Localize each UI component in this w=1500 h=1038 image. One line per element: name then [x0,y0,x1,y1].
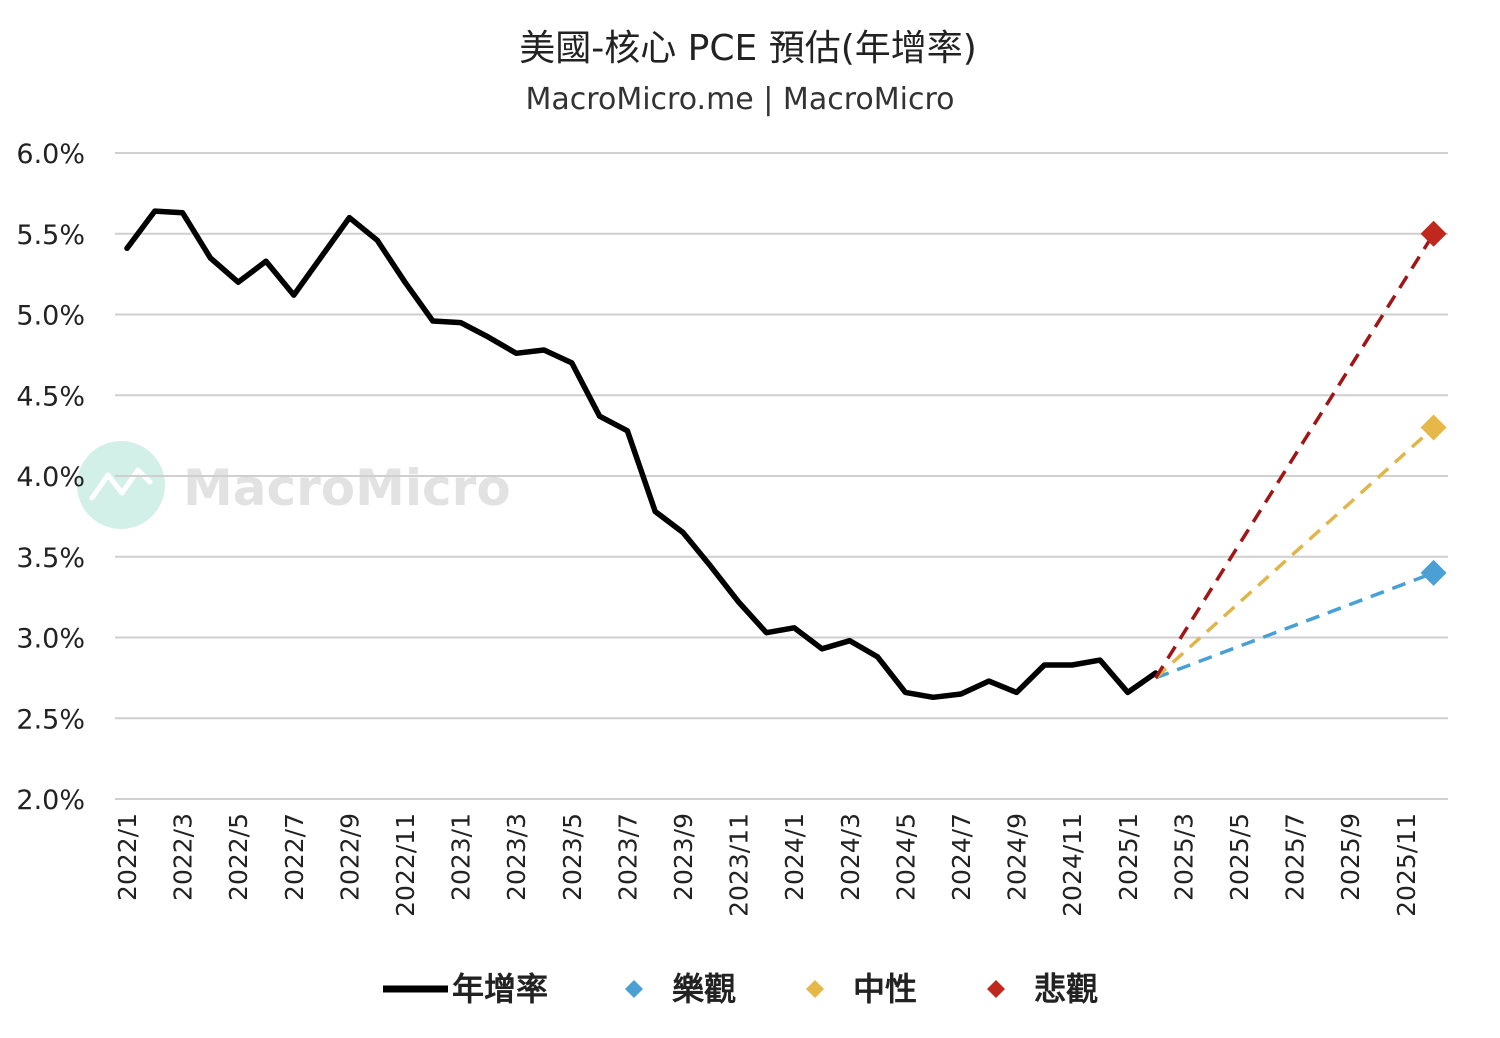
marker-悲觀 [1420,220,1447,247]
series-line-樂觀 [1154,571,1435,680]
x-tick-label: 2025/9 [1336,813,1365,901]
y-axis-ticks: 6.0% 5.5% 5.0% 4.5% 4.0% 3.5% 3.0% 2.5% 2.0% [16,139,85,816]
x-tick-label: 2023/11 [725,813,754,917]
watermark-logo-icon [77,441,165,529]
x-tick-label: 2025/5 [1225,813,1254,901]
watermark-logo-mark [89,467,153,501]
x-tick-label: 2024/5 [891,813,920,901]
y-tick-label: 2.5% [16,704,85,735]
x-tick-label: 2024/1 [780,813,809,901]
series-markers [1420,220,1447,586]
marker-樂觀 [1420,559,1447,586]
watermark: MacroMicro [77,441,511,529]
legend-swatch-樂觀 [625,980,643,998]
x-tick-label: 2023/1 [447,813,476,901]
grid-lines [115,152,1448,800]
series-lines [124,208,1436,701]
x-tick-label: 2024/3 [836,813,865,901]
x-tick-label: 2025/3 [1169,813,1198,901]
y-tick-label: 5.5% [16,220,85,251]
series-line-悲觀 [1154,232,1436,679]
x-axis-ticks: 2022/1 2022/3 2022/5 2022/7 2022/9 2022/11 202… [113,813,1421,917]
x-tick-label: 2025/11 [1392,813,1421,917]
x-tick-label: 2024/7 [947,813,976,901]
legend-label-年增率: 年增率 [452,970,548,1008]
x-tick-label: 2022/7 [280,813,309,901]
x-tick-label: 2024/11 [1058,813,1087,917]
y-tick-label: 6.0% [16,139,85,170]
x-tick-label: 2022/3 [169,813,198,901]
y-tick-label: 3.5% [16,543,85,574]
y-tick-label: 5.0% [16,301,85,332]
x-tick-label: 2023/5 [558,813,587,901]
x-tick-label: 2022/9 [335,813,364,901]
series-line-中性 [1154,426,1435,680]
marker-中性 [1420,414,1447,441]
legend-swatch-悲觀 [987,980,1005,998]
y-tick-label: 4.5% [16,381,85,412]
x-tick-label: 2025/7 [1281,813,1310,901]
legend-label-中性: 中性 [853,970,917,1008]
chart-title: 美國-核心 PCE 預估(年增率) [519,28,977,69]
x-tick-label: 2022/11 [391,813,420,917]
x-tick-label: 2025/1 [1114,813,1143,901]
x-tick-label: 2022/1 [113,813,142,901]
x-tick-label: 2022/5 [224,813,253,901]
series-line-年增率 [124,208,1159,701]
x-tick-label: 2023/7 [613,813,642,901]
chart-subtitle: MacroMicro.me | MacroMicro [526,82,955,117]
legend-swatch-中性 [806,980,824,998]
y-tick-label: 4.0% [16,462,85,493]
x-tick-label: 2023/3 [502,813,531,901]
x-tick-label: 2024/9 [1003,813,1032,901]
legend-label-樂觀: 樂觀 [672,970,736,1008]
y-tick-label: 3.0% [16,624,85,655]
x-tick-label: 2023/9 [669,813,698,901]
legend-label-悲觀: 悲觀 [1034,970,1098,1008]
watermark-text: MacroMicro [183,459,511,517]
legend: 年增率 樂觀 中性 悲觀 [383,970,1098,1008]
y-tick-label: 2.0% [16,785,85,816]
